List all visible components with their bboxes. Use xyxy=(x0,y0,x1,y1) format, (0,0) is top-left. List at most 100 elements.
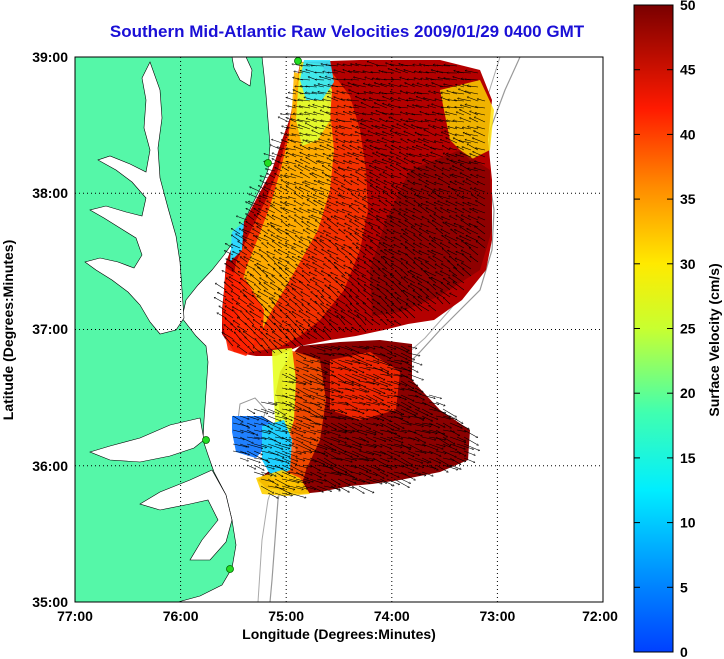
velocity-vector xyxy=(368,84,381,88)
velocity-vector xyxy=(325,175,339,179)
velocity-vector xyxy=(328,91,339,95)
velocity-vector xyxy=(426,230,437,235)
velocity-vector xyxy=(231,228,241,235)
velocity-vector xyxy=(353,119,367,123)
velocity-vector xyxy=(371,72,381,73)
velocity-vector xyxy=(333,160,346,165)
velocity-vector xyxy=(342,92,353,95)
velocity-vector xyxy=(477,182,486,186)
velocity-vector xyxy=(300,93,311,94)
velocity-vector xyxy=(302,182,311,186)
velocity-vector xyxy=(358,207,367,214)
velocity-vector xyxy=(451,228,458,235)
velocity-vector xyxy=(405,229,416,235)
velocity-vector xyxy=(384,181,395,186)
velocity-vector xyxy=(318,201,332,207)
velocity-vector xyxy=(467,229,479,235)
velocity-vector xyxy=(376,179,388,186)
velocity-vector xyxy=(475,201,486,207)
velocity-vector xyxy=(462,196,472,200)
velocity-vector xyxy=(257,225,269,235)
velocity-vector xyxy=(295,160,304,165)
velocity-vector xyxy=(332,86,346,88)
velocity-vector xyxy=(348,228,360,235)
velocity-vector xyxy=(397,124,409,130)
velocity-vector xyxy=(305,86,318,87)
velocity-vector xyxy=(354,105,367,109)
station-marker[interactable] xyxy=(202,436,210,444)
velocity-vector xyxy=(455,208,465,214)
velocity-vector xyxy=(463,181,472,186)
velocity-vector xyxy=(384,222,395,228)
velocity-vector xyxy=(281,140,290,144)
velocity-vector xyxy=(242,236,255,242)
velocity-vector xyxy=(273,195,283,200)
velocity-vector xyxy=(307,222,318,228)
velocity-vector xyxy=(362,235,374,242)
velocity-vector xyxy=(270,205,283,214)
velocity-vector xyxy=(248,201,262,207)
velocity-vector xyxy=(353,71,367,74)
velocity-vector xyxy=(424,144,437,151)
velocity-vector xyxy=(305,185,318,193)
velocity-vector xyxy=(349,220,360,228)
velocity-vector xyxy=(478,217,486,221)
velocity-vector xyxy=(329,226,339,235)
velocity-vector xyxy=(267,214,276,221)
velocity-vector xyxy=(294,220,304,228)
velocity-vector xyxy=(442,168,451,172)
velocity-vector xyxy=(421,189,430,193)
velocity-vector xyxy=(306,134,318,137)
velocity-vector xyxy=(399,209,409,214)
velocity-vector xyxy=(358,195,367,200)
velocity-vector xyxy=(457,195,465,200)
velocity-vector xyxy=(328,165,339,172)
velocity-vector xyxy=(370,172,381,179)
velocity-vector xyxy=(388,69,402,74)
velocity-vector xyxy=(313,105,325,109)
velocity-vector xyxy=(411,226,423,235)
colorbar: 50 45 40 35 30 25 20 15 10 5 0 Surface V… xyxy=(633,0,722,659)
velocity-vector xyxy=(358,169,367,172)
velocity-vector xyxy=(407,106,416,109)
velocity-vector xyxy=(334,70,346,74)
velocity-vector xyxy=(474,188,486,193)
velocity-vector xyxy=(337,223,346,228)
velocity-vector xyxy=(472,138,486,144)
y-axis-label: Latitude (Degrees:Minutes) xyxy=(0,240,16,420)
velocity-vector xyxy=(405,83,416,88)
velocity-vector xyxy=(468,216,479,221)
velocity-vector xyxy=(258,185,269,193)
lon-tick: 75:00 xyxy=(268,608,304,624)
velocity-vector xyxy=(354,216,367,221)
velocity-vector xyxy=(267,201,276,207)
velocity-vector xyxy=(257,213,269,221)
velocity-vector xyxy=(386,199,395,207)
velocity-vector xyxy=(334,216,346,221)
station-marker[interactable] xyxy=(264,159,272,167)
velocity-vector xyxy=(462,127,472,130)
velocity-vector xyxy=(399,202,409,207)
velocity-vector xyxy=(435,134,444,137)
station-marker[interactable] xyxy=(226,565,234,573)
velocity-vector xyxy=(439,189,451,193)
velocity-vector xyxy=(469,162,479,165)
velocity-vector xyxy=(407,147,416,151)
velocity-vector xyxy=(389,84,402,88)
velocity-vector xyxy=(297,79,311,80)
velocity-vector xyxy=(454,223,465,228)
velocity-vector xyxy=(428,125,437,130)
velocity-vector xyxy=(326,112,339,116)
velocity-vector xyxy=(474,168,486,172)
velocity-vector xyxy=(260,176,269,179)
velocity-vector xyxy=(322,165,332,172)
velocity-vector xyxy=(465,79,479,80)
velocity-vector xyxy=(405,196,416,200)
velocity-vector xyxy=(350,233,360,242)
velocity-vector xyxy=(271,235,283,242)
velocity-vector xyxy=(391,175,402,179)
velocity-vector xyxy=(416,127,430,130)
station-marker[interactable] xyxy=(294,57,302,65)
velocity-vector xyxy=(449,216,458,221)
velocity-vector xyxy=(416,146,430,151)
